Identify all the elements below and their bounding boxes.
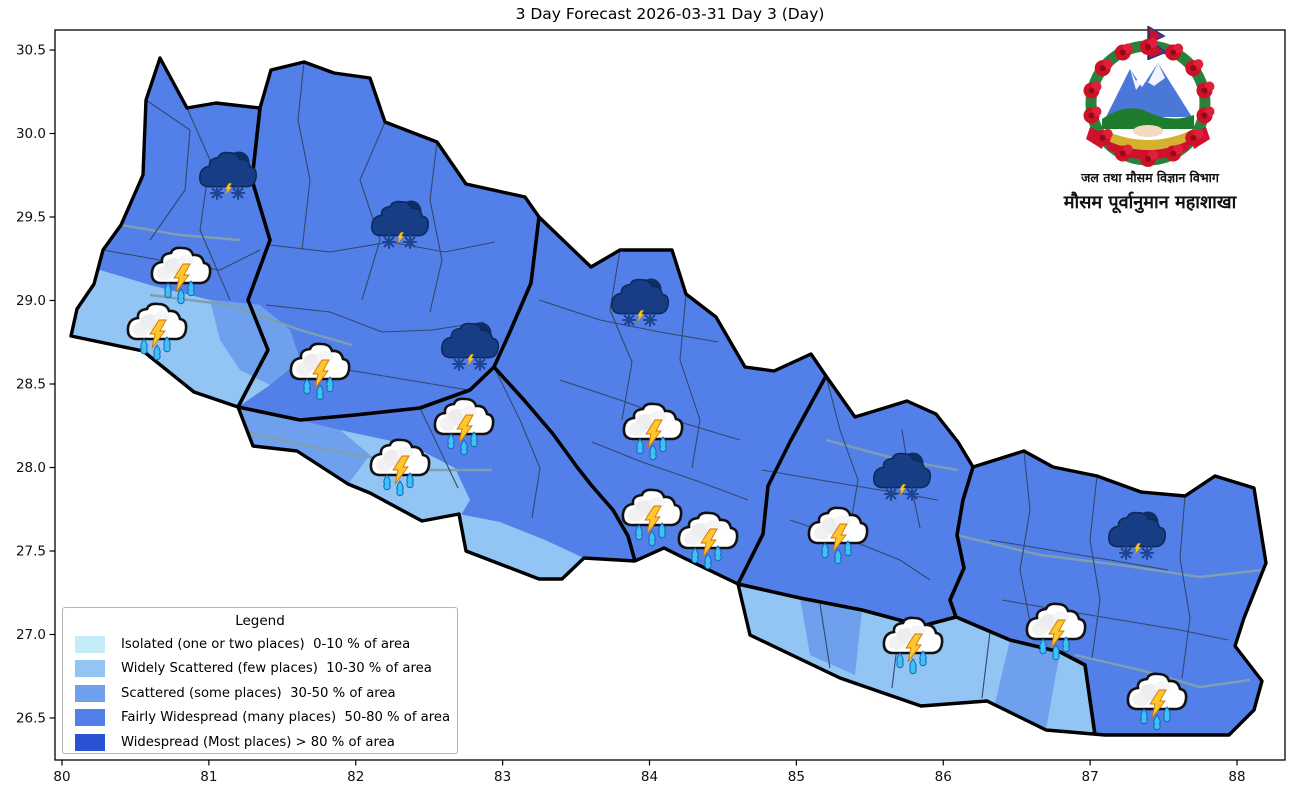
legend-item: Scattered (some places) 30-50 % of area <box>63 681 457 706</box>
figure-title: 3 Day Forecast 2026-03-31 Day 3 (Day) <box>515 5 825 23</box>
y-tick-label: 28.0 <box>16 460 46 476</box>
dhm-logo <box>1083 25 1215 167</box>
rhododendron-flower <box>1165 144 1184 162</box>
y-axis-ticks: 30.5 30.0 29.5 29.0 28.5 28.0 27.5 27.0 26.5 <box>16 43 55 727</box>
legend-label: Isolated (one or two places) 0-10 % of a… <box>121 636 411 652</box>
legend-item: Isolated (one or two places) 0-10 % of a… <box>63 632 457 657</box>
wreath-flowers <box>1083 38 1215 167</box>
y-tick-label: 30.0 <box>16 126 46 142</box>
y-tick-label: 29.0 <box>16 293 46 309</box>
district-boundaries <box>102 61 1229 699</box>
x-tick-label: 88 <box>1228 769 1245 785</box>
y-tick-label: 30.5 <box>16 43 46 59</box>
y-tick-label: 27.5 <box>16 544 46 560</box>
rhododendron-flower <box>1185 59 1204 77</box>
x-tick-label: 86 <box>935 769 952 785</box>
x-tick-label: 85 <box>788 769 805 785</box>
rhododendron-flower <box>1094 59 1113 77</box>
legend-swatch <box>75 635 105 653</box>
rhododendron-flower <box>1185 128 1204 146</box>
rhododendron-flower <box>1083 106 1102 124</box>
plot-border <box>54 29 1286 761</box>
legend-label: Scattered (some places) 30-50 % of area <box>121 685 396 701</box>
legend-item: Widespread (Most places) > 80 % of area <box>63 730 457 755</box>
rhododendron-flower <box>1140 38 1158 55</box>
rhododendron-flower <box>1196 81 1215 99</box>
rhododendron-flower <box>1114 144 1133 162</box>
y-tick-label: 26.5 <box>16 711 46 727</box>
legend-item: Fairly Widespread (many places) 50-80 % … <box>63 706 457 731</box>
rhododendron-flower <box>1083 81 1102 99</box>
legend-title: Legend <box>235 613 285 629</box>
logo-text-line1: जल तथा मौसम विज्ञान विभाग <box>1081 170 1219 185</box>
legend-swatch <box>75 684 105 702</box>
x-axis-ticks: 80 81 82 83 84 85 86 87 88 <box>53 760 1246 785</box>
x-tick-label: 81 <box>200 769 217 785</box>
legend-item: Widely Scattered (few places) 10-30 % of… <box>63 657 457 682</box>
legend-label: Widely Scattered (few places) 10-30 % of… <box>121 661 432 677</box>
x-tick-label: 83 <box>494 769 511 785</box>
legend-label: Fairly Widespread (many places) 50-80 % … <box>121 710 451 726</box>
x-tick-label: 84 <box>641 769 658 785</box>
legend-swatch <box>75 733 105 751</box>
x-tick-label: 87 <box>1082 769 1099 785</box>
legend-swatch <box>75 709 105 727</box>
rhododendron-flower <box>1094 128 1113 146</box>
district-shading <box>71 270 1095 735</box>
hills <box>1102 108 1194 129</box>
rhododendron-flower <box>1165 43 1184 61</box>
legend-items: Isolated (one or two places) 0-10 % of a… <box>63 632 457 755</box>
y-tick-label: 28.5 <box>16 377 46 393</box>
x-tick-label: 80 <box>53 769 70 785</box>
zone-boundaries <box>120 223 1263 689</box>
rhododendron-flower <box>1140 150 1158 167</box>
legend-label: Widespread (Most places) > 80 % of area <box>121 734 395 750</box>
nepal-map <box>69 56 1268 737</box>
legend-swatch <box>75 660 105 678</box>
y-tick-label: 29.5 <box>16 210 46 226</box>
mountain <box>1106 63 1192 117</box>
y-tick-label: 27.0 <box>16 627 46 643</box>
logo-text-line2: मौसम पूर्वानुमान महाशाखा <box>1063 192 1237 213</box>
x-tick-label: 82 <box>347 769 364 785</box>
rhododendron-flower <box>1196 106 1215 124</box>
map-legend: Legend Isolated (one or two places) 0-10… <box>62 607 458 754</box>
rhododendron-flower <box>1114 43 1133 61</box>
